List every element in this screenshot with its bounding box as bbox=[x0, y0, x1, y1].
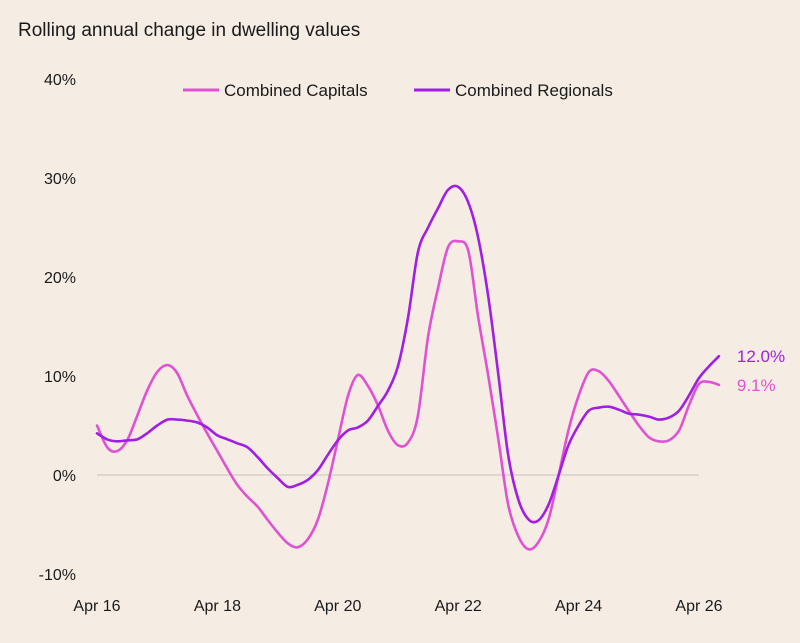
y-tick-label: 0% bbox=[53, 468, 76, 485]
series-end-label: 9.1% bbox=[737, 376, 776, 395]
x-axis-ticks: Apr 16 Apr 18 Apr 20 Apr 22 Apr 24 Apr 26 bbox=[73, 598, 722, 615]
x-tick-label: Apr 18 bbox=[194, 598, 241, 615]
y-axis-ticks: 40% 30% 20% 10% 0% -10% bbox=[39, 72, 76, 584]
legend: Combined Capitals Combined Regionals bbox=[183, 81, 613, 100]
series-end-labels: 9.1% 12.0% bbox=[737, 347, 785, 395]
x-tick-label: Apr 22 bbox=[435, 598, 482, 615]
chart-title: Rolling annual change in dwelling values bbox=[18, 20, 360, 41]
series-line-combined-regionals bbox=[95, 184, 721, 524]
y-tick-label: 20% bbox=[44, 270, 76, 287]
y-tick-label: 10% bbox=[44, 369, 76, 386]
series-lines bbox=[95, 184, 721, 551]
y-tick-label: 30% bbox=[44, 171, 76, 188]
x-tick-label: Apr 24 bbox=[555, 598, 602, 615]
legend-label: Combined Capitals bbox=[224, 81, 368, 100]
y-tick-label: -10% bbox=[39, 567, 76, 584]
x-tick-label: Apr 16 bbox=[73, 598, 120, 615]
x-tick-label: Apr 26 bbox=[675, 598, 722, 615]
legend-label: Combined Regionals bbox=[455, 81, 613, 100]
series-line-combined-capitals bbox=[95, 239, 721, 551]
x-tick-label: Apr 20 bbox=[314, 598, 361, 615]
series-end-label: 12.0% bbox=[737, 347, 785, 366]
y-tick-label: 40% bbox=[44, 72, 76, 89]
